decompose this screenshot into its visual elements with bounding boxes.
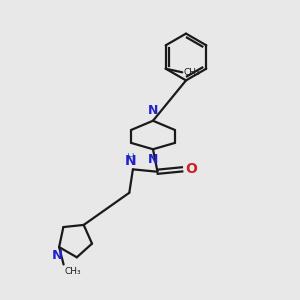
Text: N: N bbox=[125, 154, 136, 168]
Text: O: O bbox=[185, 162, 197, 176]
Text: N: N bbox=[148, 153, 158, 166]
Text: CH₃: CH₃ bbox=[183, 68, 200, 77]
Text: H: H bbox=[127, 153, 134, 163]
Text: N: N bbox=[148, 104, 158, 117]
Text: N: N bbox=[52, 250, 63, 262]
Text: CH₃: CH₃ bbox=[65, 267, 81, 276]
